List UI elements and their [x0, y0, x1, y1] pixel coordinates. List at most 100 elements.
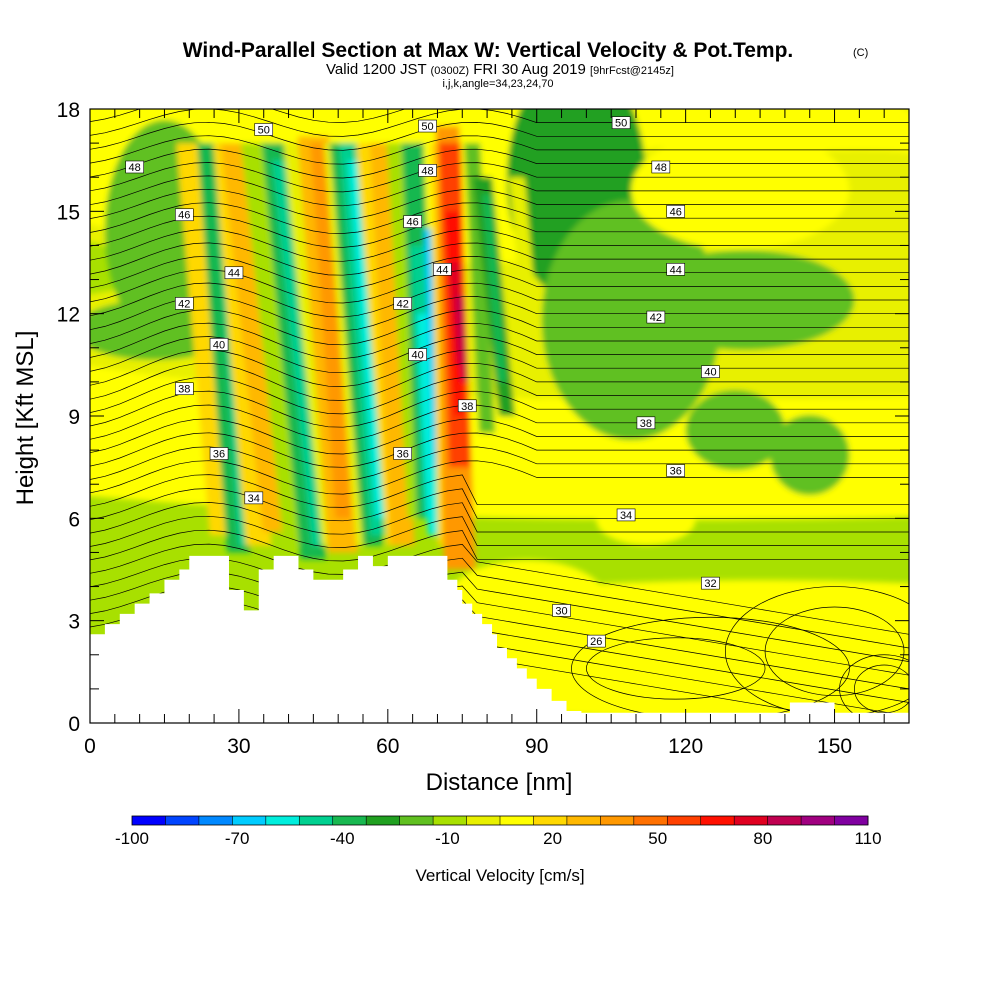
isentrope-label-text: 34: [248, 493, 260, 505]
isentrope-line-29: [90, 242, 909, 276]
velocity-ridge-7: [272, 160, 325, 546]
isentrope-cell-5: [839, 654, 909, 723]
isentrope-label-text: 32: [704, 578, 716, 590]
isentrope-label-text: 46: [178, 210, 190, 222]
isentrope-line-8: [90, 529, 909, 562]
isentrope-label-27: 30: [552, 604, 571, 617]
isentrope-label-text: 36: [397, 449, 409, 461]
colorbar-swatch-10: [466, 816, 501, 825]
colorbar-swatch-13: [566, 816, 601, 825]
isentrope-label-text: 40: [213, 339, 225, 351]
x-tick-label: 90: [525, 735, 548, 758]
subtitle-line: Valid 1200 JST (0300Z) FRI 30 Aug 2019 […: [326, 61, 674, 78]
colorbar-swatch-8: [399, 816, 434, 825]
isentrope-label-text: 48: [655, 162, 667, 174]
isentrope-label-bg: [646, 310, 666, 324]
field-blob-18: [770, 415, 850, 495]
isentrope-label-20: 38: [636, 416, 656, 430]
isentrope-line-37: [90, 135, 909, 165]
colorbar-swatch-21: [834, 816, 869, 825]
isentrope-line-33: [90, 188, 909, 221]
subtitle-indices: i,j,k,angle=34,23,24,70: [442, 78, 553, 90]
colorbar-swatch-9: [433, 816, 468, 825]
colorbar-swatch-11: [500, 816, 534, 825]
isentrope-label-bg: [701, 576, 720, 590]
isentrope-label-28: 26: [586, 634, 606, 648]
field-blob-20: [596, 495, 696, 545]
isentrope-line-23: [90, 322, 909, 360]
y-tick-label: 6: [68, 508, 80, 531]
isentrope-line-21: [90, 349, 909, 387]
isentrope-cell-0: [586, 637, 766, 700]
field-blob-17: [685, 390, 785, 470]
isentrope-labels: 50 50 50 48 48 48 46 46 46 44 44 44 42 42 42 40 40 40 38 38…: [125, 116, 720, 648]
isentrope-line-36: [90, 148, 909, 179]
isentrope-label-25: 34: [616, 508, 636, 522]
isentrope-label-bg: [175, 297, 194, 310]
isentrope-line-12: [90, 474, 909, 508]
isentrope-label-5: 48: [651, 160, 671, 174]
isentrope-label-bg: [254, 123, 274, 136]
y-tick-label: 3: [68, 611, 80, 634]
chart-title: Wind-Parallel Section at Max W: Vertical…: [183, 39, 794, 62]
isentrope-line-38: [90, 121, 909, 151]
colorbar-tick-label: 80: [753, 829, 772, 848]
isentrope-label-2: 50: [611, 116, 631, 130]
isentrope-line-10: [90, 502, 909, 535]
isentrope-line-28: [90, 255, 909, 290]
isentrope-label-bg: [175, 382, 194, 396]
isentrope-label-8: 46: [666, 205, 686, 218]
colorbar-swatch-6: [332, 816, 367, 825]
title-mark: (C): [853, 47, 868, 59]
isentrope-label-0: 50: [254, 123, 274, 136]
isentrope-line-26: [90, 282, 909, 318]
colorbar-swatch-12: [533, 816, 568, 825]
isentrope-label-text: 46: [670, 206, 682, 218]
isentrope-line-31: [90, 215, 909, 248]
isentrope-label-text: 38: [461, 401, 473, 413]
isentrope-label-10: 44: [433, 263, 452, 276]
velocity-ridge-14: [348, 160, 385, 519]
x-tick-label: 30: [227, 735, 250, 758]
isentrope-line-11: [90, 488, 909, 522]
isentrope-line-18: [90, 390, 909, 428]
isentrope-line-15: [90, 432, 909, 468]
isentrope-label-bg: [552, 604, 571, 617]
isentrope-label-bg: [224, 266, 244, 280]
field-blob-16: [631, 130, 850, 250]
isentrope-label-bg: [666, 205, 686, 218]
isentrope-label-9: 44: [224, 266, 244, 280]
isentrope-label-text: 38: [178, 384, 190, 396]
colorbar-swatch-1: [165, 816, 200, 825]
isentrope-label-text: 30: [555, 605, 567, 617]
isentrope-label-bg: [636, 416, 656, 430]
isentrope-label-text: 50: [615, 118, 627, 130]
y-tick-label: 15: [57, 201, 80, 224]
colorbar-label: Vertical Velocity [cm/s]: [415, 866, 584, 885]
y-tick-label: 0: [68, 713, 80, 736]
isentrope-label-bg: [666, 464, 686, 477]
isentrope-label-text: 50: [421, 121, 433, 133]
isentrope-label-text: 42: [650, 312, 662, 324]
isentrope-label-15: 40: [209, 338, 229, 351]
subtitle-prefix: Valid 1200 JST: [326, 61, 426, 78]
isentrope-label-6: 46: [175, 208, 194, 222]
isentrope-line-35: [90, 162, 909, 193]
isentrope-label-bg: [701, 365, 720, 378]
isentrope-label-bg: [209, 447, 229, 460]
isentrope-label-21: 36: [209, 447, 229, 461]
isentrope-label-text: 36: [670, 466, 682, 478]
isentrope-label-19: 38: [457, 399, 477, 413]
isentrope-label-bg: [418, 119, 437, 133]
colorbar-swatch-5: [299, 816, 334, 825]
x-axis-label: Distance [nm]: [426, 769, 573, 796]
colorbar-swatch-17: [700, 816, 735, 825]
isentrope-label-bg: [408, 348, 427, 361]
isentrope-label-1: 50: [418, 119, 437, 133]
isentrope-label-text: 44: [436, 264, 448, 276]
x-tick-label: 150: [817, 735, 852, 758]
isentrope-label-18: 38: [175, 382, 194, 396]
colorbar-swatch-3: [232, 816, 267, 825]
isentrope-label-text: 48: [129, 162, 141, 174]
x-tick-label: 60: [376, 735, 399, 758]
